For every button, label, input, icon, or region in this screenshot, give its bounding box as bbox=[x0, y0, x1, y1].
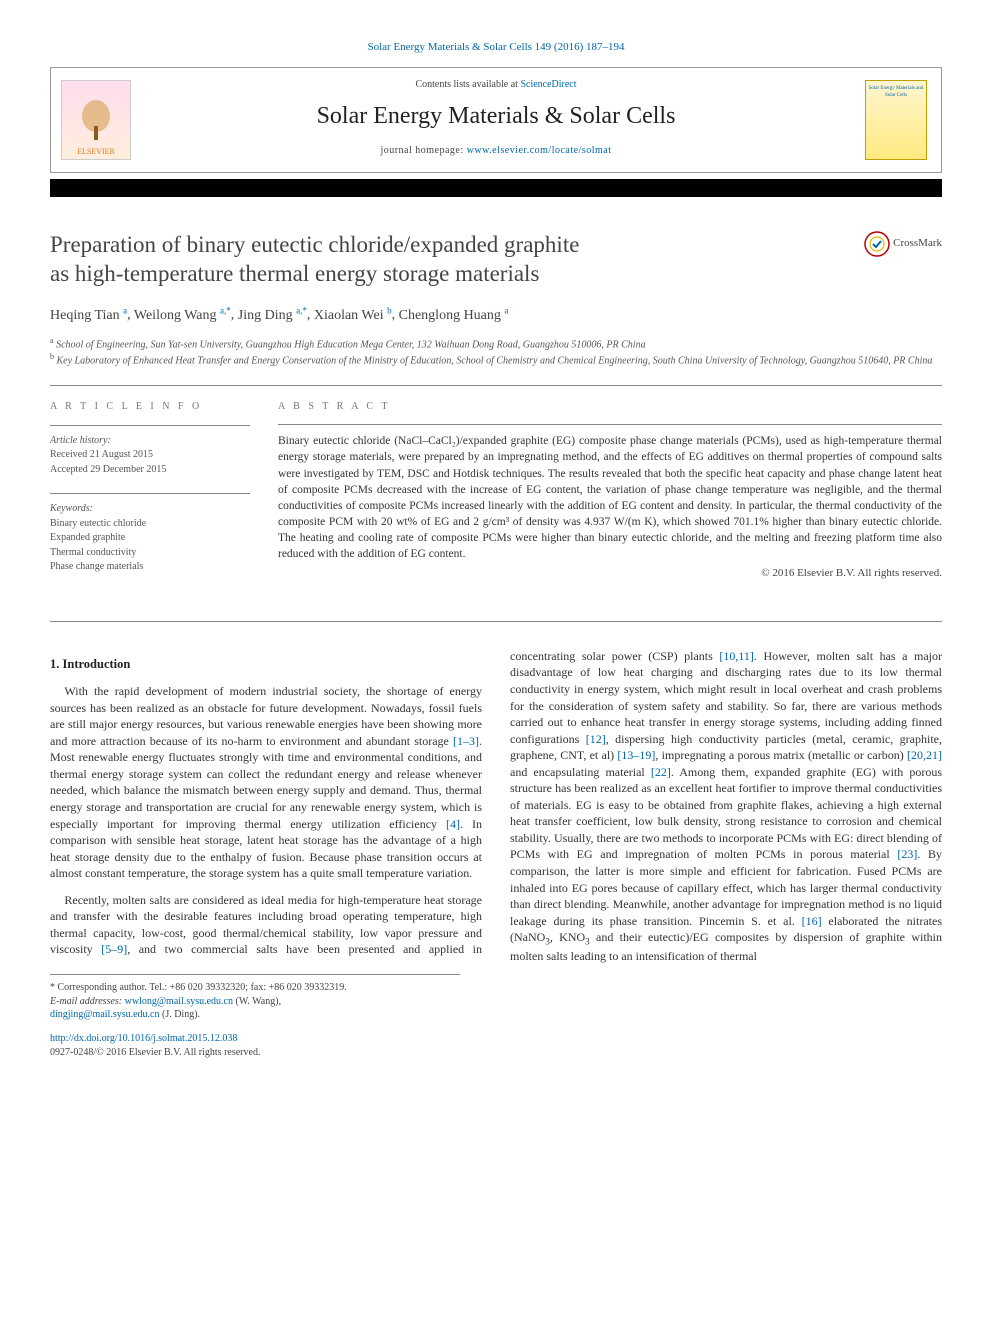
journal-homepage-link[interactable]: www.elsevier.com/locate/solmat bbox=[467, 145, 612, 156]
abstract-text: Binary eutectic chloride (NaCl–CaCl₂)/ex… bbox=[278, 433, 942, 562]
elsevier-logo: ELSEVIER bbox=[61, 80, 131, 160]
corr-link-2[interactable]: * bbox=[302, 305, 307, 315]
title-row: Preparation of binary eutectic chloride/… bbox=[50, 231, 942, 289]
ref-12[interactable]: [12] bbox=[586, 732, 606, 746]
body-text: 1. Introduction With the rapid developme… bbox=[50, 648, 942, 966]
masthead-black-bar bbox=[50, 179, 942, 197]
email-label: E-mail addresses: bbox=[50, 996, 122, 1007]
ref-13-19[interactable]: [13–19] bbox=[617, 748, 655, 762]
abstract-copyright: © 2016 Elsevier B.V. All rights reserved… bbox=[278, 566, 942, 581]
keyword-1: Expanded graphite bbox=[50, 531, 250, 546]
corr-tel-fax: * Corresponding author. Tel.: +86 020 39… bbox=[50, 981, 460, 995]
cover-label: Solar Energy Materials and Solar Cells bbox=[869, 86, 924, 98]
crossmark-icon bbox=[864, 231, 890, 257]
email-2-who: (J. Ding). bbox=[159, 1009, 200, 1020]
journal-reference-link[interactable]: Solar Energy Materials & Solar Cells 149… bbox=[367, 41, 624, 53]
contents-prefix: Contents lists available at bbox=[415, 79, 520, 90]
crossmark-label: CrossMark bbox=[893, 236, 942, 251]
ref-1-3[interactable]: [1–3] bbox=[453, 734, 479, 748]
abstract-heading: A B S T R A C T bbox=[278, 400, 942, 414]
corr-emails: E-mail addresses: wwlong@mail.sysu.edu.c… bbox=[50, 995, 460, 1022]
masthead-center: Contents lists available at ScienceDirec… bbox=[141, 68, 851, 172]
author-1: Heqing Tian a bbox=[50, 308, 127, 323]
masthead-right: Solar Energy Materials and Solar Cells bbox=[851, 68, 941, 172]
sciencedirect-link[interactable]: ScienceDirect bbox=[520, 79, 576, 90]
ref-20-21[interactable]: [20,21] bbox=[907, 748, 942, 762]
ref-5-9[interactable]: [5–9] bbox=[101, 942, 127, 956]
corr-link-1[interactable]: * bbox=[226, 305, 231, 315]
doi-link[interactable]: http://dx.doi.org/10.1016/j.solmat.2015.… bbox=[50, 1033, 237, 1044]
corresponding-footnote: * Corresponding author. Tel.: +86 020 39… bbox=[50, 974, 460, 1022]
info-abstract-row: A R T I C L E I N F O Article history: R… bbox=[50, 386, 942, 591]
masthead-left: ELSEVIER bbox=[51, 68, 141, 172]
email-2[interactable]: dingjing@mail.sysu.edu.cn bbox=[50, 1009, 159, 1020]
section-1-heading: 1. Introduction bbox=[50, 656, 482, 673]
keyword-3: Phase change materials bbox=[50, 560, 250, 575]
ref-4[interactable]: [4] bbox=[446, 817, 460, 831]
article-info-column: A R T I C L E I N F O Article history: R… bbox=[50, 386, 250, 591]
journal-cover-thumb: Solar Energy Materials and Solar Cells bbox=[865, 80, 927, 160]
masthead: ELSEVIER Contents lists available at Sci… bbox=[50, 67, 942, 173]
ref-23[interactable]: [23] bbox=[897, 847, 917, 861]
history-label: Article history: bbox=[50, 434, 250, 449]
author-5: Chenglong Huang a bbox=[399, 308, 509, 323]
author-3: Jing Ding a,* bbox=[238, 308, 307, 323]
elsevier-tree-icon bbox=[76, 96, 116, 146]
history-accepted: Accepted 29 December 2015 bbox=[50, 463, 250, 478]
title-line2: as high-temperature thermal energy stora… bbox=[50, 261, 539, 286]
journal-name: Solar Energy Materials & Solar Cells bbox=[149, 100, 843, 134]
history-received: Received 21 August 2015 bbox=[50, 448, 250, 463]
issn-copyright: 0927-0248/© 2016 Elsevier B.V. All right… bbox=[50, 1046, 942, 1060]
contents-line: Contents lists available at ScienceDirec… bbox=[149, 78, 843, 92]
title-line1: Preparation of binary eutectic chloride/… bbox=[50, 232, 579, 257]
affiliation-a: a School of Engineering, Sun Yat-sen Uni… bbox=[50, 336, 942, 352]
keyword-2: Thermal conductivity bbox=[50, 546, 250, 561]
affiliations: a School of Engineering, Sun Yat-sen Uni… bbox=[50, 336, 942, 368]
journal-homepage-line: journal homepage: www.elsevier.com/locat… bbox=[149, 144, 843, 158]
affiliation-b: b Key Laboratory of Enhanced Heat Transf… bbox=[50, 352, 942, 368]
article-title: Preparation of binary eutectic chloride/… bbox=[50, 231, 864, 289]
abstract-column: A B S T R A C T Binary eutectic chloride… bbox=[278, 386, 942, 591]
email-1-who: (W. Wang), bbox=[233, 996, 281, 1007]
email-1[interactable]: wwlong@mail.sysu.edu.cn bbox=[125, 996, 233, 1007]
article-info-heading: A R T I C L E I N F O bbox=[50, 400, 250, 415]
keywords-label: Keywords: bbox=[50, 502, 250, 517]
ref-10-11[interactable]: [10,11] bbox=[719, 649, 754, 663]
section-1-p1: With the rapid development of modern ind… bbox=[50, 683, 482, 882]
doi-block: http://dx.doi.org/10.1016/j.solmat.2015.… bbox=[50, 1032, 942, 1060]
keyword-0: Binary eutectic chloride bbox=[50, 517, 250, 532]
journal-reference: Solar Energy Materials & Solar Cells 149… bbox=[50, 40, 942, 55]
ref-22[interactable]: [22] bbox=[651, 765, 671, 779]
author-2: Weilong Wang a,* bbox=[134, 308, 231, 323]
author-4: Xiaolan Wei b bbox=[314, 308, 392, 323]
homepage-prefix: journal homepage: bbox=[380, 145, 466, 156]
authors-line: Heqing Tian a, Weilong Wang a,*, Jing Di… bbox=[50, 304, 942, 325]
crossmark-badge[interactable]: CrossMark bbox=[864, 231, 942, 257]
elsevier-label: ELSEVIER bbox=[77, 146, 115, 157]
ref-16[interactable]: [16] bbox=[802, 914, 822, 928]
